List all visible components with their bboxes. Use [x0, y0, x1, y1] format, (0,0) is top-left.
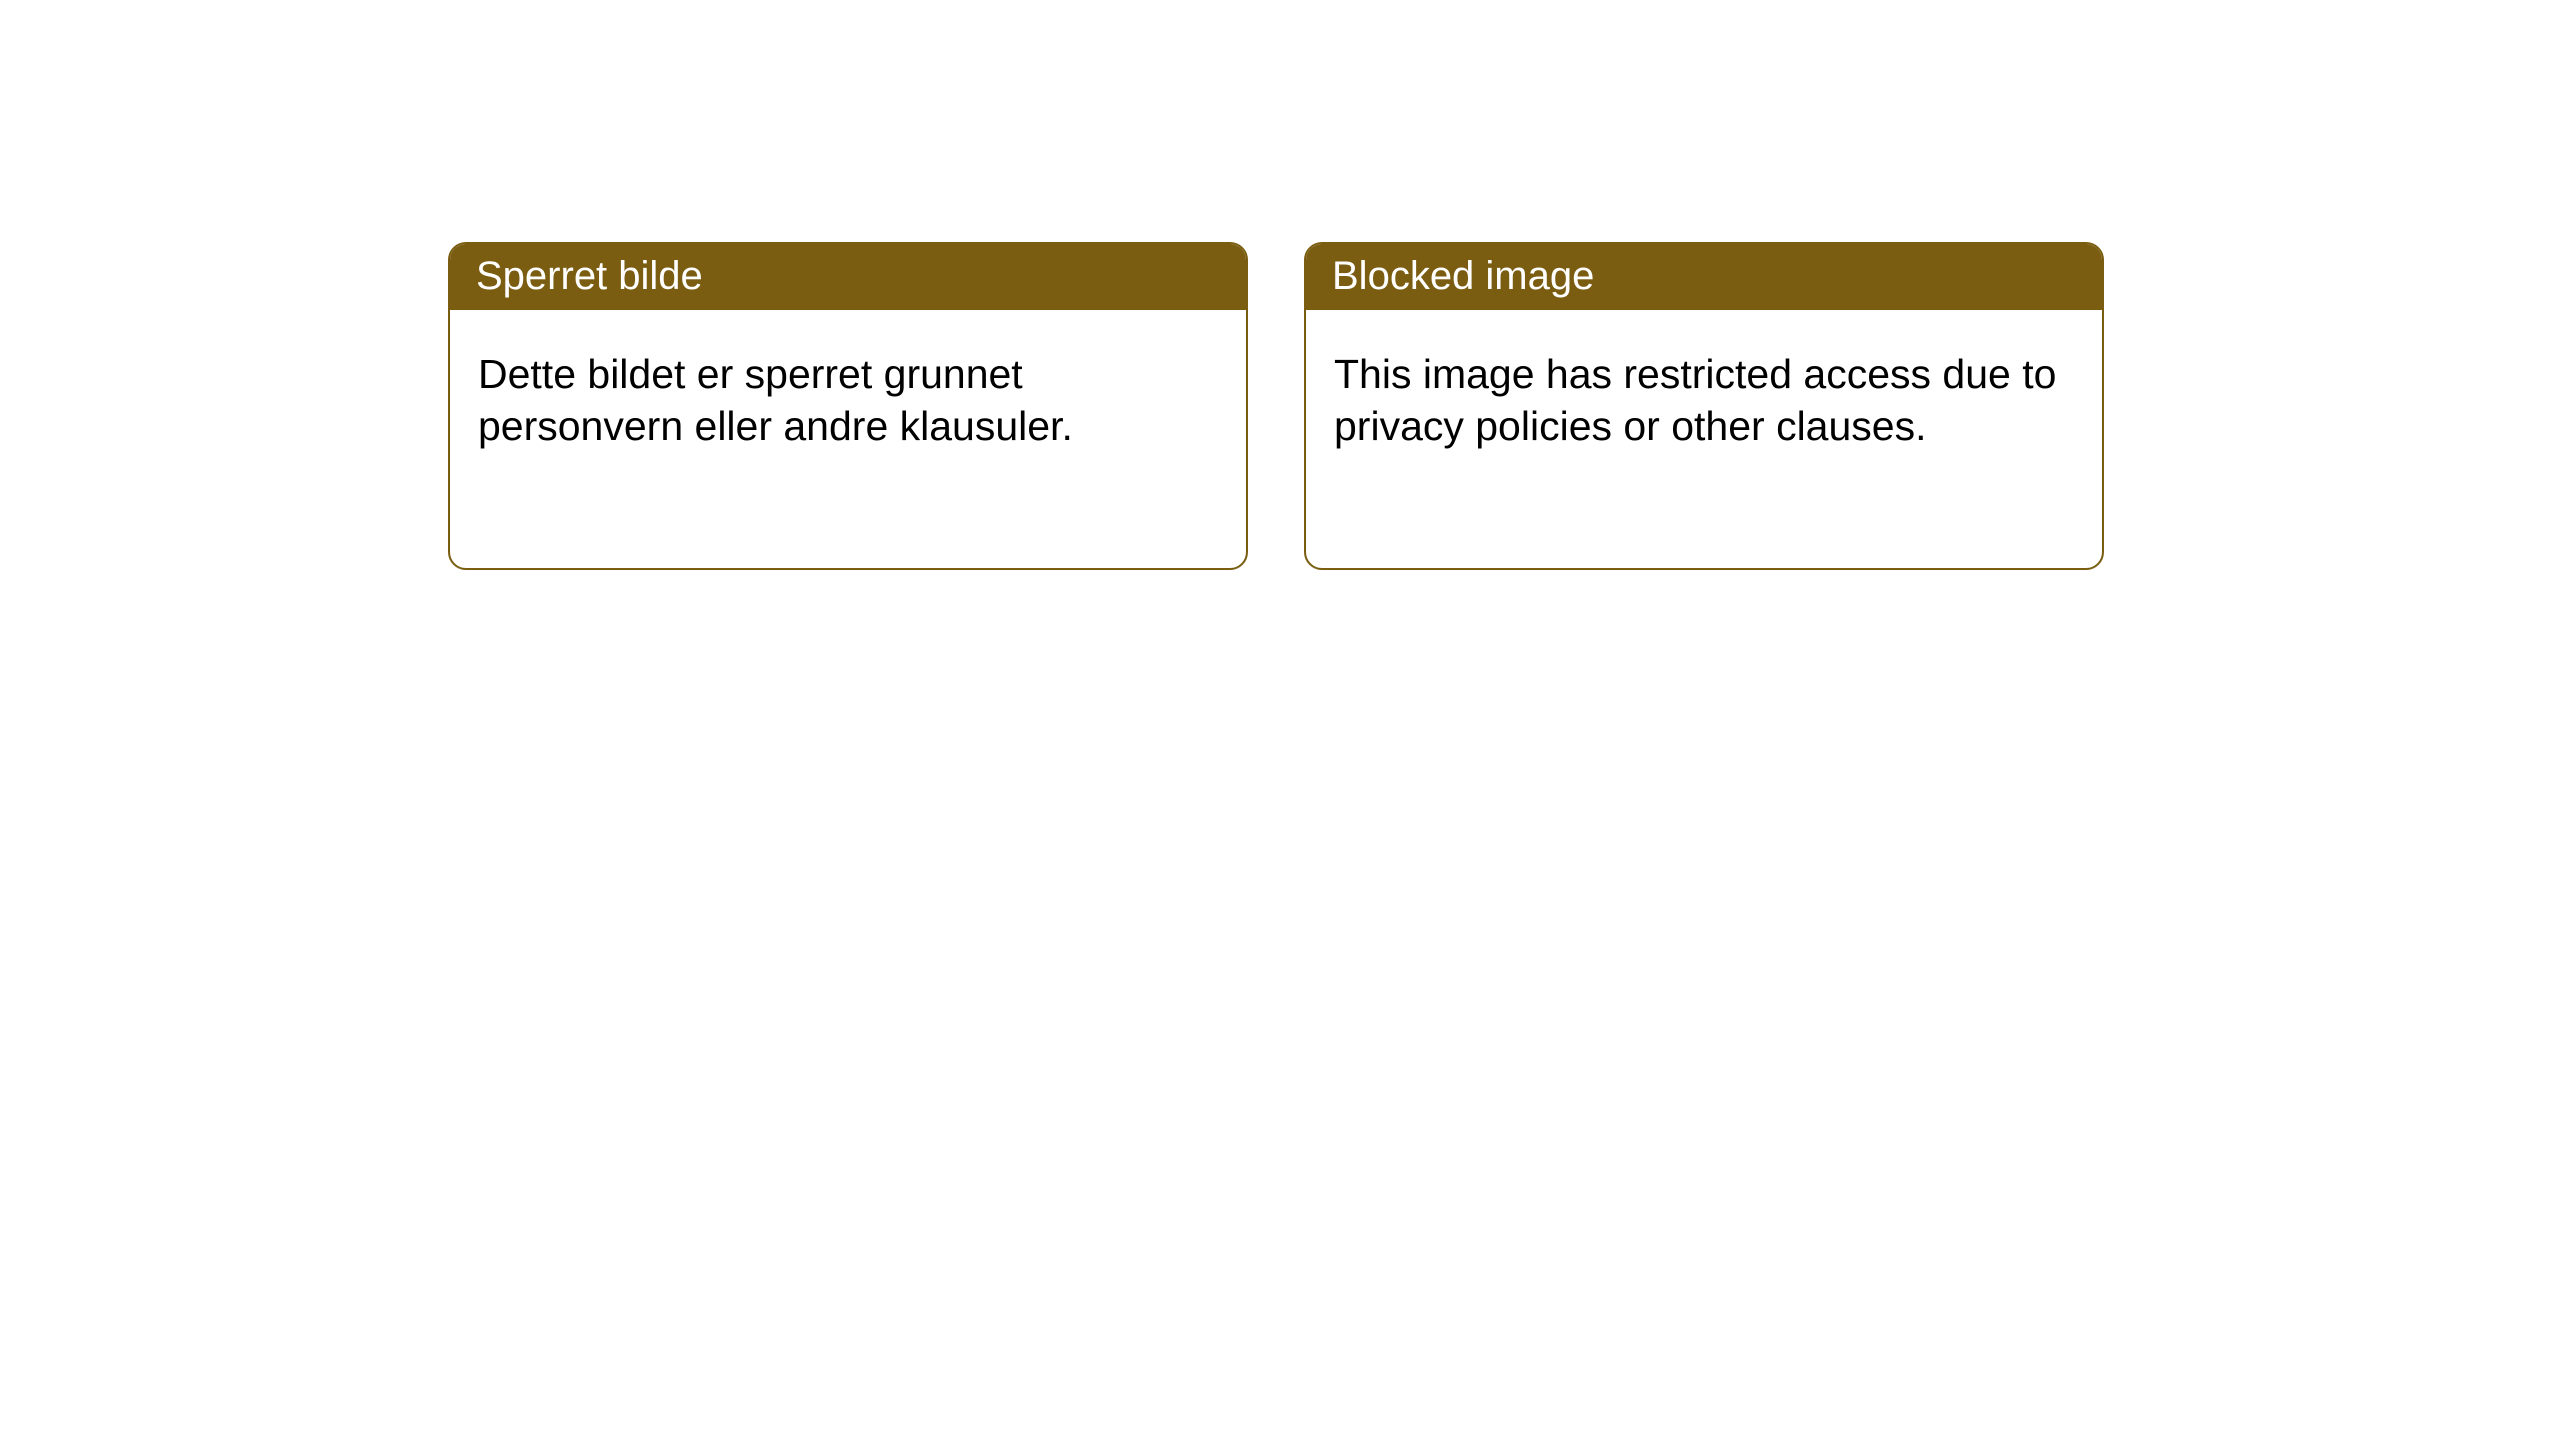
notice-header: Sperret bilde: [450, 244, 1246, 310]
notice-body: Dette bildet er sperret grunnet personve…: [450, 310, 1246, 472]
notice-card-norwegian: Sperret bilde Dette bildet er sperret gr…: [448, 242, 1248, 570]
notice-body: This image has restricted access due to …: [1306, 310, 2102, 472]
notice-container: Sperret bilde Dette bildet er sperret gr…: [0, 0, 2560, 570]
notice-card-english: Blocked image This image has restricted …: [1304, 242, 2104, 570]
notice-header: Blocked image: [1306, 244, 2102, 310]
